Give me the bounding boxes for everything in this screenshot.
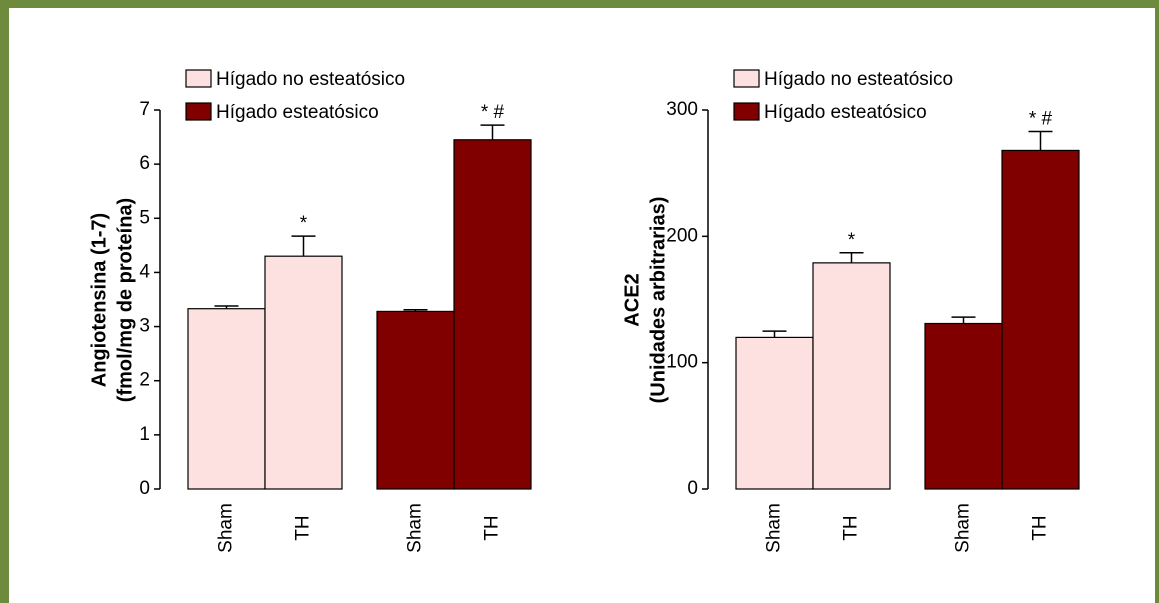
y-tick-label: 0 — [139, 478, 150, 499]
annotation: * — [848, 230, 856, 251]
y-tick-label: 300 — [666, 99, 698, 120]
y-axis-label: (Unidades arbitrarias) — [647, 197, 669, 404]
y-axis-label: (fmol/mg de proteína) — [114, 198, 136, 402]
bar — [736, 337, 813, 489]
border-top — [0, 0, 1159, 8]
border-left — [0, 0, 9, 603]
legend-label: Hígado no esteatósico — [764, 69, 953, 90]
bar — [925, 324, 1002, 489]
legend-swatch — [734, 103, 759, 120]
y-axis-label: ACE2 — [621, 273, 643, 326]
y-tick-label: 200 — [666, 225, 698, 246]
error-bar — [292, 236, 316, 256]
bar — [377, 311, 454, 489]
y-tick-label: 100 — [666, 352, 698, 373]
error-bar — [1029, 131, 1053, 150]
legend-swatch — [186, 70, 211, 87]
annotation: * # — [1029, 108, 1053, 129]
y-tick-label: 2 — [139, 370, 150, 391]
x-tick-label: TH — [841, 515, 862, 540]
y-tick-label: 4 — [139, 261, 150, 282]
annotation: * — [300, 213, 308, 234]
x-tick-label: TH — [1030, 515, 1051, 540]
x-tick-label: Sham — [405, 503, 426, 553]
bar — [813, 263, 890, 489]
legend-swatch — [186, 103, 211, 120]
y-axis-label: Angiotensina (1-7) — [88, 213, 110, 387]
error-bar — [952, 317, 976, 323]
y-tick-label: 1 — [139, 424, 150, 445]
x-tick-label: Sham — [953, 503, 974, 553]
bar — [1002, 150, 1079, 489]
bar — [454, 140, 531, 489]
x-tick-label: TH — [293, 515, 314, 540]
y-tick-label: 6 — [139, 153, 150, 174]
y-tick-label: 7 — [139, 99, 150, 120]
y-tick-label: 3 — [139, 316, 150, 337]
legend-label: Hígado esteatósico — [216, 102, 379, 123]
error-bar — [840, 253, 864, 263]
x-tick-label: TH — [482, 515, 503, 540]
x-tick-label: Sham — [216, 503, 237, 553]
legend-label: Hígado no esteatósico — [216, 69, 405, 90]
legend-swatch — [734, 70, 759, 87]
annotation: * # — [481, 102, 505, 123]
error-bar — [763, 331, 787, 337]
y-tick-label: 0 — [687, 478, 698, 499]
legend-label: Hígado esteatósico — [764, 102, 927, 123]
bar — [188, 309, 265, 489]
y-tick-label: 5 — [139, 207, 150, 228]
error-bar — [481, 125, 505, 140]
border-right — [1155, 0, 1159, 603]
x-tick-label: Sham — [764, 503, 785, 553]
bar — [265, 256, 342, 489]
